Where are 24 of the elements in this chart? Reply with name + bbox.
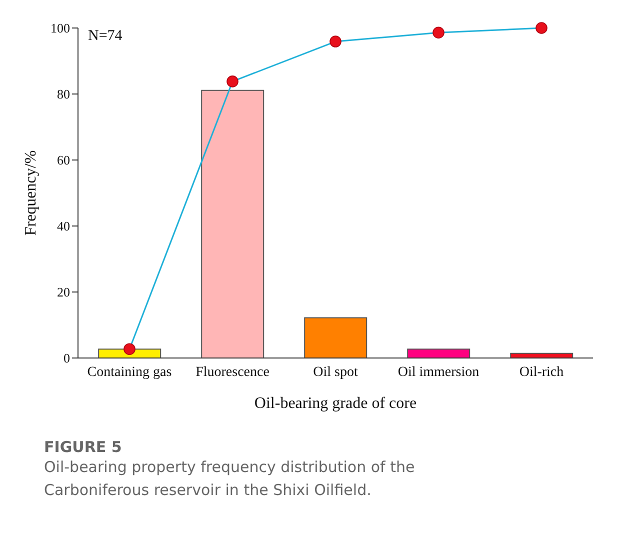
point — [432, 26, 444, 39]
y-tick-label: 40 — [57, 218, 70, 234]
text: Oil-bearing property frequency distribution of the Carboniferous reservoir in the Shixi Oilfield. — [44, 457, 416, 500]
y-tick-label: 60 — [57, 152, 70, 168]
x-tick-label: Oil spot — [313, 364, 358, 380]
point — [536, 22, 548, 34]
text: FIGURE 5 — [44, 438, 123, 456]
point — [124, 343, 136, 355]
x-tick-label: Oil immersion — [398, 364, 480, 380]
point — [330, 36, 342, 48]
y-axis-title: Frequency/% — [22, 150, 40, 236]
y-tick-label: 0 — [64, 350, 70, 366]
y-tick-label: 20 — [57, 284, 70, 300]
y-tick-label: 100 — [50, 20, 70, 36]
bar — [201, 90, 264, 358]
x-tick-label: Fluorescence — [196, 364, 270, 380]
point — [226, 76, 238, 88]
y-tick-label: 80 — [57, 86, 70, 102]
x-axis-title: Oil-bearing grade of core — [254, 395, 417, 412]
annotation: N=74 — [88, 28, 122, 45]
bar — [407, 348, 470, 358]
bar — [304, 317, 368, 358]
x-tick-label: Containing gas — [87, 364, 172, 380]
x-tick-label: Oil-rich — [519, 364, 564, 380]
